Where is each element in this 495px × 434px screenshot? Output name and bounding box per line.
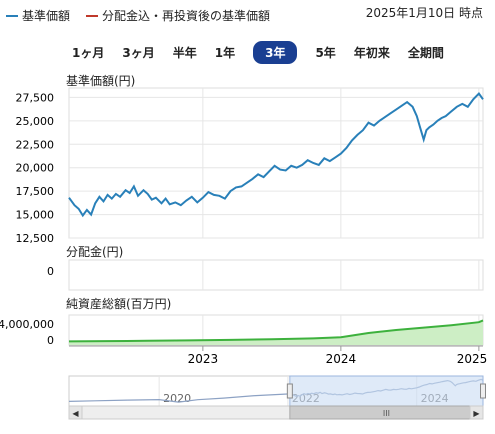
period-button-1y[interactable]: 1年 bbox=[214, 46, 236, 60]
legend-swatch-reinvested bbox=[86, 14, 99, 17]
legend-label-nav: 基準価額 bbox=[22, 9, 71, 23]
scroll-left-arrow-icon: ◀ bbox=[72, 409, 79, 418]
navigator-scroll-left-button[interactable] bbox=[68, 405, 83, 420]
legend-item-nav[interactable]: 基準価額 bbox=[6, 7, 70, 24]
assets-ytick-0: 0 bbox=[47, 334, 54, 347]
assets-panel: 4,000,000 0 bbox=[0, 314, 484, 347]
price-ytick-label: 22,500 bbox=[16, 138, 55, 151]
period-button-1m[interactable]: 1ヶ月 bbox=[72, 46, 105, 60]
navigator-scroll-right-button[interactable] bbox=[469, 405, 484, 420]
navigator[interactable]: 202020222024 III ◀ ▶ bbox=[68, 375, 486, 420]
price-ytick-label: 20,000 bbox=[16, 162, 55, 175]
nav-series-line bbox=[68, 92, 484, 218]
navigator-handle-left[interactable] bbox=[286, 383, 293, 399]
chart-legend: 基準価額 分配金込・再投資後の基準価額 bbox=[6, 7, 280, 24]
price-panel: 27,500 25,000 22,500 20,000 17,500 15,000 12,5… bbox=[16, 87, 484, 245]
navigator-handle-right[interactable] bbox=[480, 383, 486, 399]
period-button-3y[interactable]: 3年 bbox=[253, 41, 298, 64]
legend-item-reinvested[interactable]: 分配金込・再投資後の基準価額 bbox=[86, 7, 270, 24]
price-ytick-label: 12,500 bbox=[16, 232, 55, 245]
assets-series-line bbox=[68, 319, 484, 343]
scroll-right-arrow-icon: ▶ bbox=[473, 409, 480, 418]
dist-panel: 0 bbox=[47, 259, 484, 291]
navigator-range-window[interactable] bbox=[289, 375, 484, 407]
price-ytick-label: 15,000 bbox=[16, 209, 55, 222]
as-of-date: 2025年1月10日 時点 bbox=[365, 6, 483, 20]
assets-ytick-4m: 4,000,000 bbox=[0, 318, 54, 331]
period-button-ytd[interactable]: 年初来 bbox=[353, 46, 390, 60]
period-button-3m[interactable]: 3ヶ月 bbox=[122, 46, 155, 60]
navigator-label: 2020 bbox=[163, 392, 191, 405]
legend-label-reinvested: 分配金込・再投資後の基準価額 bbox=[102, 9, 271, 23]
price-panel-title: 基準価額(円) bbox=[66, 74, 136, 88]
x-tick-label: 2025 bbox=[457, 352, 488, 366]
x-tick-label: 2024 bbox=[326, 352, 357, 366]
price-ytick-label: 17,500 bbox=[16, 185, 55, 198]
dist-panel-title: 分配金(円) bbox=[66, 245, 124, 259]
price-ytick-label: 27,500 bbox=[16, 91, 55, 104]
price-ytick-label: 25,000 bbox=[16, 115, 55, 128]
period-button-6m[interactable]: 半年 bbox=[172, 46, 197, 60]
price-plot-area bbox=[68, 87, 484, 239]
period-button-all[interactable]: 全期間 bbox=[407, 46, 444, 60]
legend-swatch-nav bbox=[6, 14, 18, 17]
assets-panel-title: 純資産総額(百万円) bbox=[66, 297, 172, 311]
navigator-scrollbar-grip: III bbox=[383, 409, 390, 418]
x-tick-label: 2023 bbox=[188, 352, 219, 366]
period-selector: 1ヶ月 3ヶ月 半年 1年 3年 5年 年初来 全期間 bbox=[72, 41, 462, 64]
dist-plot-area bbox=[68, 259, 484, 291]
assets-area bbox=[69, 320, 483, 345]
period-button-5y[interactable]: 5年 bbox=[315, 46, 336, 60]
dist-ytick-label: 0 bbox=[47, 265, 54, 278]
